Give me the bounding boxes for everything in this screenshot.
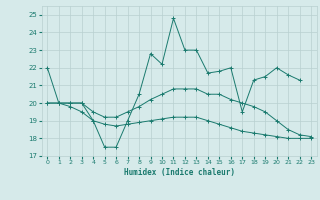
X-axis label: Humidex (Indice chaleur): Humidex (Indice chaleur): [124, 168, 235, 177]
